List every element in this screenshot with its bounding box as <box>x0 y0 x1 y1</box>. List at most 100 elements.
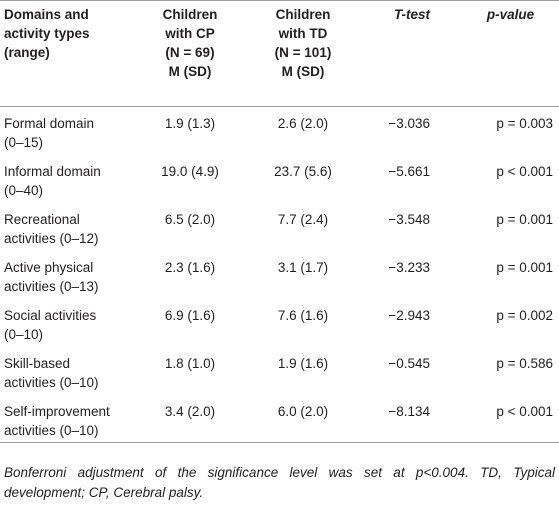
table-cell: 7.6 (1.6) <box>244 299 362 347</box>
table-cell: p = 0.002 <box>462 299 559 347</box>
cell-text: −2.943 <box>388 307 430 323</box>
header-text: Children <box>162 7 218 22</box>
table-cell: 7.7 (2.4) <box>244 203 362 251</box>
table-cell: 2.6 (2.0) <box>244 107 362 155</box>
table-cell: −3.036 <box>362 107 462 155</box>
cell-text: Informal domain <box>4 163 101 179</box>
cell-text: −8.134 <box>388 403 430 419</box>
cell-text: 7.7 (2.4) <box>277 211 329 227</box>
table-row: Active physical activities (0–13) 2.3 (1.6… <box>0 251 559 299</box>
cell-text: Self-improvement <box>4 403 110 419</box>
header-text: M (SD) <box>168 64 212 79</box>
header-text: with TD <box>278 26 328 41</box>
cell-text: 1.9 (1.3) <box>164 116 216 131</box>
cell-text: 3.1 (1.7) <box>277 259 329 275</box>
cell-text: p = 0.586 <box>496 355 553 371</box>
table-cell: 6.9 (1.6) <box>136 299 244 347</box>
cell-text: −3.036 <box>388 116 430 131</box>
cell-text: 7.6 (1.6) <box>277 307 329 323</box>
cell-text: 6.0 (2.0) <box>277 403 329 419</box>
table-cell: 6.0 (2.0) <box>244 395 362 443</box>
header-text: with CP <box>165 26 215 41</box>
cell-text: 6.9 (1.6) <box>164 307 216 323</box>
table-row: Recreational activities (0–12) 6.5 (2.0) 7.… <box>0 203 559 251</box>
table-body: Formal domain (0–15) 1.9 (1.3) 2.6 (2.0) −3.… <box>0 107 559 443</box>
table-cell: p = 0.586 <box>462 347 559 395</box>
table-cell: Self-improvement activities (0–10) <box>0 395 136 443</box>
table-cell: 23.7 (5.6) <box>244 155 362 203</box>
table-cell: −8.134 <box>362 395 462 443</box>
cell-text: 2.3 (1.6) <box>164 259 216 275</box>
cell-text: −5.661 <box>388 163 430 179</box>
header-cell: Children with CP (N = 69) M (SD) <box>136 1 244 107</box>
cell-text: 3.4 (2.0) <box>164 403 216 419</box>
cell-text: activities (0–13) <box>4 278 99 294</box>
cell-text: 23.7 (5.6) <box>274 163 332 179</box>
header-text: M (SD) <box>281 64 325 79</box>
cell-text: −3.233 <box>388 259 430 275</box>
cell-text: (0–40) <box>4 182 44 198</box>
table-cell: 19.0 (4.9) <box>136 155 244 203</box>
header-text: (N = 101) <box>274 45 332 60</box>
table-cell: 6.5 (2.0) <box>136 203 244 251</box>
cell-text: 19.0 (4.9) <box>161 163 219 179</box>
header-text: Domains and <box>4 7 89 22</box>
cell-text: 6.5 (2.0) <box>164 211 216 227</box>
header-cell: Children with TD (N = 101) M (SD) <box>244 1 362 107</box>
table-cell: −2.943 <box>362 299 462 347</box>
table-cell: 2.3 (1.6) <box>136 251 244 299</box>
table-cell: p < 0.001 <box>462 155 559 203</box>
cell-text: 2.6 (2.0) <box>277 116 329 131</box>
cell-text: Skill-based <box>4 355 71 371</box>
header-text: activity types <box>4 26 90 41</box>
cell-text: Formal domain <box>4 116 95 131</box>
header-cell: Domains and activity types (range) <box>0 1 136 107</box>
table-cell: Social activities (0–10) <box>0 299 136 347</box>
header-text: Children <box>275 7 331 22</box>
table-cell: Informal domain (0–40) <box>0 155 136 203</box>
header-text: (range) <box>4 45 50 60</box>
header-cell: T-test <box>362 1 462 107</box>
table-row: Self-improvement activities (0–10) 3.4 (2.… <box>0 395 559 443</box>
cell-text: Social activities <box>4 307 97 323</box>
table-cell: −3.548 <box>362 203 462 251</box>
header-text: (N = 69) <box>165 45 215 60</box>
header-text: p-value <box>486 7 535 22</box>
table-cell: Skill-based activities (0–10) <box>0 347 136 395</box>
cell-text: activities (0–10) <box>4 374 99 390</box>
table-cell: 3.4 (2.0) <box>136 395 244 443</box>
header-row: Domains and activity types (range) Children… <box>0 0 559 107</box>
cell-text: Recreational <box>4 211 80 227</box>
cell-text: p < 0.001 <box>496 163 553 179</box>
cell-text: 1.8 (1.0) <box>164 355 216 371</box>
table-cell: p = 0.001 <box>462 203 559 251</box>
cell-text: p < 0.001 <box>496 403 553 419</box>
table-cell: 1.8 (1.0) <box>136 347 244 395</box>
table-cell: −0.545 <box>362 347 462 395</box>
cell-text: (0–10) <box>4 326 44 342</box>
table-row: Informal domain (0–40) 19.0 (4.9) 23.7 (5.6… <box>0 155 559 203</box>
table-cell: Formal domain (0–15) <box>0 107 136 155</box>
cell-text: activities (0–10) <box>4 422 99 438</box>
footnote: Bonferroni adjustment of the significanc… <box>4 465 555 500</box>
table-cell: p = 0.003 <box>462 107 559 155</box>
cell-text: Active physical <box>4 259 94 275</box>
cell-text: −3.548 <box>388 211 430 227</box>
cell-text: p = 0.002 <box>496 307 553 323</box>
table-cell: −3.233 <box>362 251 462 299</box>
table-cell: p = 0.001 <box>462 251 559 299</box>
cell-text: (0–15) <box>4 135 44 150</box>
cell-text: p = 0.003 <box>496 116 553 131</box>
header-text: T-test <box>393 7 430 22</box>
table-cell: p < 0.001 <box>462 395 559 443</box>
table-header: Domains and activity types (range) Children… <box>0 0 559 107</box>
table-cell: Recreational activities (0–12) <box>0 203 136 251</box>
table-cell: 1.9 (1.6) <box>244 347 362 395</box>
data-table: Domains and activity types (range) Children… <box>0 0 559 443</box>
cell-text: −0.545 <box>388 355 430 371</box>
cell-text: 1.9 (1.6) <box>277 355 329 371</box>
table-cell: 3.1 (1.7) <box>244 251 362 299</box>
cell-text: p = 0.001 <box>496 211 553 227</box>
table-cell: Active physical activities (0–13) <box>0 251 136 299</box>
